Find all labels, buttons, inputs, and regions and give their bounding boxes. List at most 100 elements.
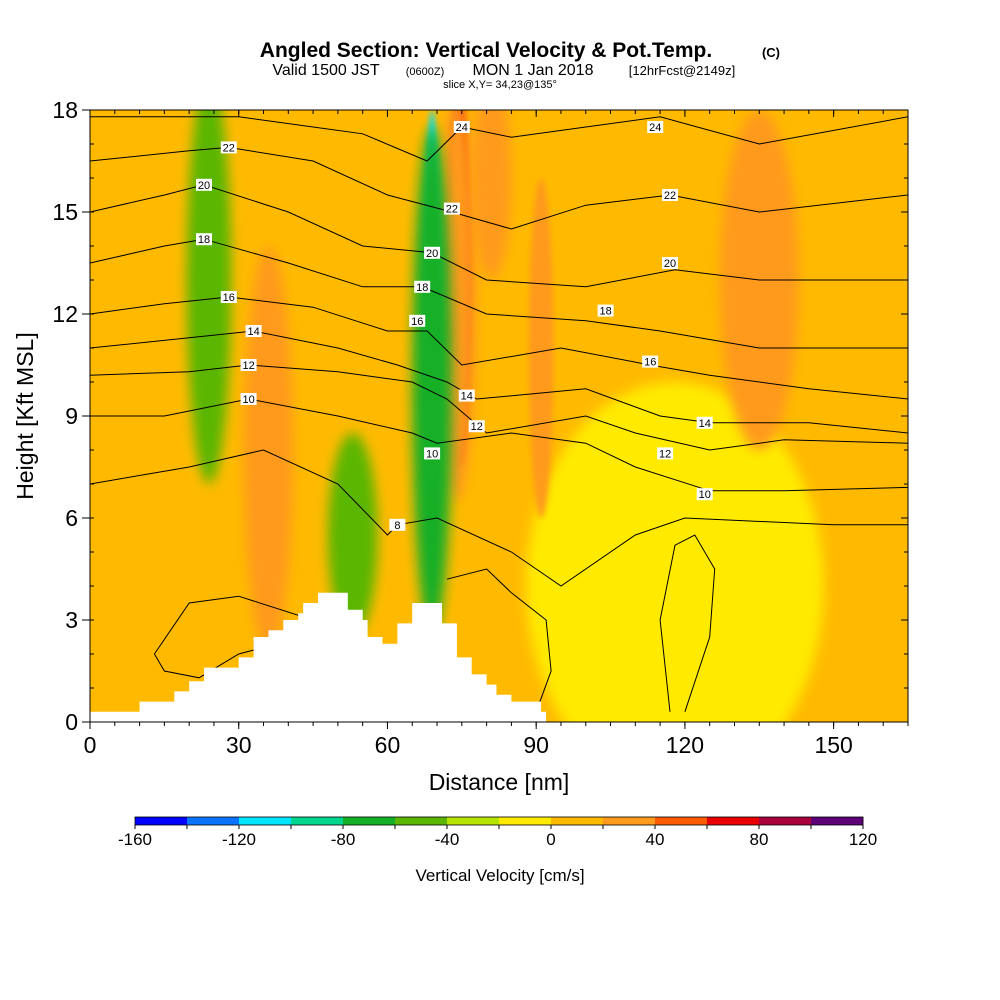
valid-time-b: (0600Z) <box>406 66 445 78</box>
contour-label-23: 10 <box>424 447 441 460</box>
contour-label-text: 24 <box>456 122 468 134</box>
contour-label-box <box>414 280 431 293</box>
colorbar-tick-label: 0 <box>546 830 555 849</box>
contour-labels: 8 10 12 14 16 18 20 22 24 24 22 20 18 16 14 12 10 22 20 18 1… <box>196 121 713 532</box>
contour-label-text: 22 <box>223 142 235 154</box>
contour-label-text: 10 <box>426 448 438 460</box>
contour-label-6: 20 <box>196 178 212 192</box>
y-axis-label: Height [Kft MSL] <box>12 332 38 499</box>
y-tick-label: 6 <box>65 505 78 531</box>
contour-label-box <box>443 202 460 215</box>
colorbar-tick-label: -160 <box>118 830 152 849</box>
theta-contour-closed-2 <box>659 534 716 712</box>
contour-label-text: 16 <box>411 316 423 328</box>
contour-label-box <box>240 359 257 371</box>
contour-label-17: 22 <box>443 202 460 216</box>
colorbar-swatch <box>707 817 760 825</box>
contour-label-11: 20 <box>662 257 678 270</box>
contour-label-22: 12 <box>468 420 485 433</box>
colorbar-tick-label: 120 <box>849 830 877 849</box>
colorbar-tick-label: -120 <box>222 830 256 849</box>
x-tick-label: 90 <box>523 732 549 758</box>
contour-label-box <box>220 291 237 303</box>
contour-label-text: 14 <box>699 418 711 430</box>
contour-label-text: 20 <box>664 258 676 270</box>
x-tick-label: 150 <box>814 732 852 758</box>
y-tick-label: 12 <box>52 301 78 327</box>
contour-label-14: 14 <box>696 416 713 430</box>
theta-contour-16 <box>90 296 908 400</box>
colorbar-swatch <box>395 817 448 825</box>
chart-title-unit: (C) <box>762 45 780 60</box>
contour-label-text: 10 <box>699 489 711 501</box>
theta-contour-closed-1 <box>446 568 552 712</box>
valid-time-d: [12hrFcst@2149z] <box>629 63 735 78</box>
contour-label-text: 18 <box>198 234 210 246</box>
y-tick-label: 18 <box>52 97 78 123</box>
contour-label-text: 22 <box>446 204 458 216</box>
y-tick-label: 15 <box>52 199 78 225</box>
valid-time-a: Valid 1500 JST <box>272 62 380 79</box>
contour-label-box <box>424 447 441 460</box>
contour-label-8: 24 <box>453 121 470 134</box>
contour-label-box <box>245 325 262 337</box>
contour-label-15: 12 <box>657 447 674 460</box>
x-tick-label: 30 <box>226 732 252 758</box>
x-axis: 0 30 60 90 120 150 <box>84 110 909 758</box>
contour-label-16: 10 <box>696 488 713 501</box>
contour-label-box <box>662 189 678 201</box>
contour-label-box <box>220 141 237 154</box>
contour-label-text: 12 <box>659 448 671 460</box>
colorbar-swatch <box>655 817 708 825</box>
contour-label-5: 18 <box>196 233 212 246</box>
contour-label-text: 12 <box>242 360 254 372</box>
y-axis: 0 3 6 9 12 15 18 <box>52 97 908 735</box>
colorbar-label: Vertical Velocity [cm/s] <box>415 866 584 885</box>
valid-time-c: MON 1 Jan 2018 <box>473 62 594 79</box>
theta-contour-8 <box>90 449 908 587</box>
terrain-mask <box>90 592 547 722</box>
contour-label-7: 22 <box>220 141 237 154</box>
theta-contour-24 <box>90 116 908 162</box>
contour-label-text: 14 <box>461 391 473 403</box>
plot-area: 8 10 12 14 16 18 20 22 24 24 22 20 18 16 14 12 10 22 20 18 1… <box>90 110 908 722</box>
contour-label-1: 10 <box>240 393 257 406</box>
contour-label-4: 16 <box>220 291 237 304</box>
contour-label-18: 20 <box>424 246 441 260</box>
contour-label-text: 12 <box>471 421 483 433</box>
colorbar-tick-label: 40 <box>646 830 665 849</box>
contour-label-box <box>409 314 426 327</box>
contour-label-text: 8 <box>394 520 400 532</box>
contour-label-box <box>642 355 659 368</box>
colorbar-swatch <box>759 817 812 825</box>
contour-label-box <box>597 304 614 317</box>
colorbar-swatch <box>811 817 864 825</box>
contour-label-text: 16 <box>223 292 235 304</box>
y-tick-label: 0 <box>65 709 78 735</box>
theta-contour-10 <box>90 398 908 492</box>
contour-label-text: 18 <box>599 306 611 318</box>
contour-label-box <box>458 389 475 402</box>
colorbar-swatch <box>291 817 344 825</box>
y-tick-label: 9 <box>65 403 78 429</box>
contour-label-text: 16 <box>644 357 656 369</box>
x-tick-label: 60 <box>375 732 401 758</box>
contour-label-box <box>240 393 257 405</box>
contour-label-text: 10 <box>242 394 254 406</box>
velocity-feature-mid-green-band <box>327 433 378 637</box>
velocity-feature-west-orange-col <box>243 246 294 654</box>
colorbar-tick-label: -40 <box>435 830 460 849</box>
colorbar-swatch <box>551 817 604 825</box>
colorbar-swatch <box>239 817 292 825</box>
colorbar-swatch <box>343 817 396 825</box>
slice-info: slice X,Y= 34,23@135° <box>443 79 557 91</box>
contour-label-3: 14 <box>245 325 262 338</box>
colorbar: -160 -120 -80 -40 0 40 80 120 <box>118 816 877 849</box>
velocity-feature-orange-streak-90 <box>528 178 554 518</box>
contour-label-text: 22 <box>664 190 676 202</box>
contour-label-box <box>196 178 212 191</box>
contour-label-text: 20 <box>198 180 210 192</box>
contour-label-21: 14 <box>458 389 475 403</box>
y-tick-label: 3 <box>65 607 78 633</box>
